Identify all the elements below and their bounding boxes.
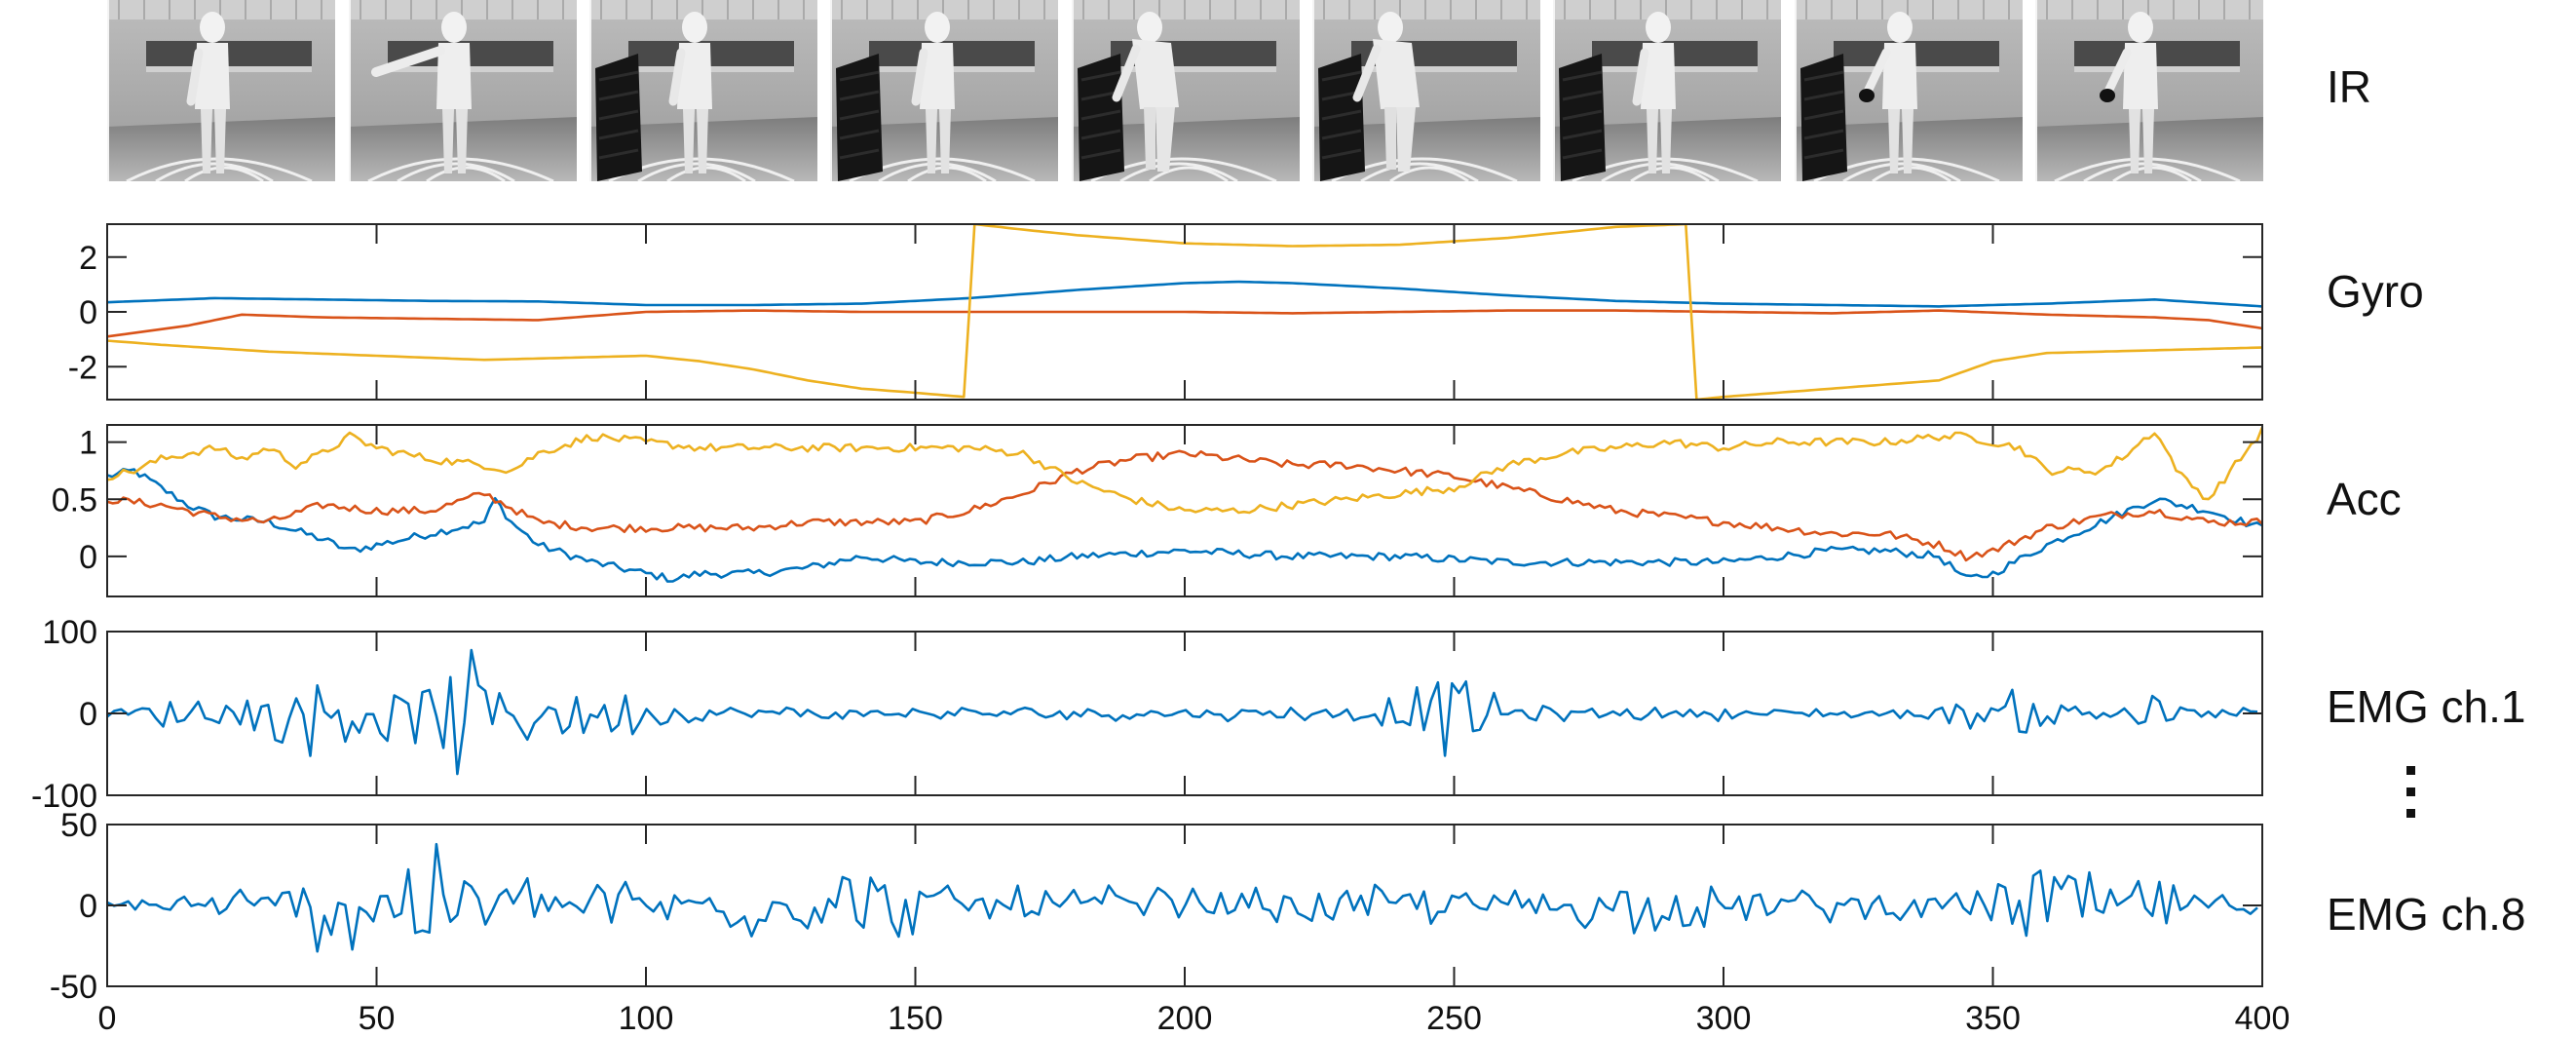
y-tick-label: 0 [79, 888, 97, 925]
x-tick-label: 300 [1696, 1000, 1752, 1037]
ir-frame [1795, 0, 2023, 181]
y-tick-label: 1 [79, 425, 97, 462]
y-tick-label: -100 [31, 778, 97, 815]
emg8-row-label: EMG ch.8 [2327, 889, 2526, 940]
y-tick-label: 50 [60, 807, 97, 844]
y-tick-label: 0 [79, 539, 97, 576]
ir-image-strip [0, 0, 2576, 185]
y-tick-label: -50 [50, 969, 97, 1006]
series-line [107, 467, 2262, 583]
x-tick-label: 350 [1965, 1000, 2021, 1037]
ir-frame [2035, 0, 2263, 181]
ir-frame [589, 0, 817, 181]
series-line [107, 280, 2262, 308]
acc-row-label: Acc [2327, 474, 2402, 524]
plot-frame [106, 631, 2263, 796]
emg1-row-label: EMG ch.1 [2327, 681, 2526, 732]
gyro-row-label: Gyro [2327, 266, 2424, 317]
y-tick-label: 2 [79, 240, 97, 277]
y-tick-label: 0.5 [52, 481, 97, 518]
x-tick-label: 0 [98, 1000, 117, 1037]
y-tick-label: 0 [79, 294, 97, 331]
series-line [107, 449, 2262, 562]
ir-frame [1072, 0, 1300, 181]
series-line [107, 648, 2258, 776]
y-tick-label: 0 [79, 696, 97, 733]
vertical-ellipsis-icon [2406, 766, 2426, 830]
ir-frame [1553, 0, 1781, 181]
x-tick-label: 250 [1426, 1000, 1482, 1037]
x-tick-label: 50 [359, 1000, 396, 1037]
series-line [107, 842, 2258, 953]
ir-frame [107, 0, 335, 181]
y-tick-label: -2 [68, 349, 97, 386]
y-tick-label: 100 [42, 614, 97, 651]
x-tick-label: 150 [888, 1000, 943, 1037]
x-tick-label: 400 [2235, 1000, 2291, 1037]
ir-frame [1312, 0, 1540, 181]
x-tick-label: 100 [619, 1000, 674, 1037]
series-line [107, 309, 2262, 338]
ir-frame [830, 0, 1058, 181]
series-line [107, 426, 2262, 515]
x-tick-label: 200 [1157, 1000, 1213, 1037]
ir-frame [349, 0, 577, 181]
ir-row-label: IR [2327, 61, 2371, 112]
